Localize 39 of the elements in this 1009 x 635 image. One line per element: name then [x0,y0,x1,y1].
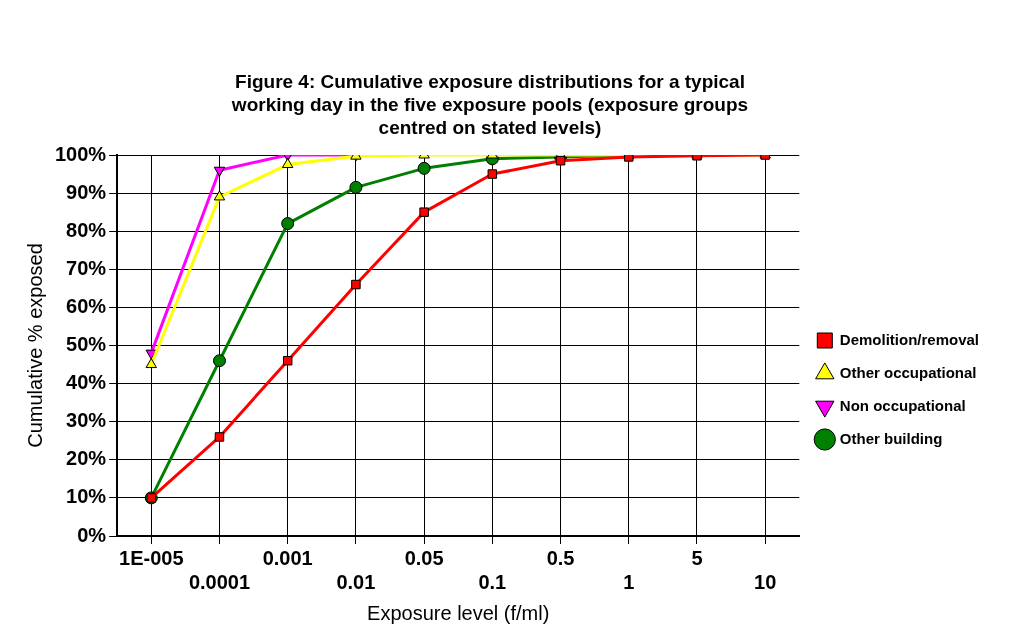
point [282,356,293,366]
x-tick-label: 0.001 [262,546,313,569]
y-tick-label: 100% [55,142,107,165]
point [214,432,225,442]
point [349,180,363,194]
point [213,166,226,177]
y-tick-label: 20% [66,447,107,470]
x-tick-label: 1 [623,570,635,593]
legend-label: Other occupational [839,363,977,381]
y-tick-label: 70% [66,256,107,279]
y-tick-label: 0% [77,523,107,546]
y-tick-label: 30% [66,409,107,432]
point [487,169,498,179]
point [145,358,157,369]
y-axis-title: Cumulative % exposed [23,243,46,448]
x-tick-label: 10 [754,570,777,593]
y-tick-label: 10% [66,485,107,508]
legend-label: Non occupational [839,396,966,414]
x-tick-label: 0.1 [478,570,507,593]
y-tick-label: 90% [66,180,107,203]
x-tick-label: 0.01 [336,570,376,593]
x-axis-title: Exposure level (f/ml) [367,601,550,624]
point [281,217,295,231]
legend-label: Demolition/removal [839,330,980,348]
y-tick-label: 60% [66,294,107,317]
y-tick-label: 50% [66,333,107,356]
x-tick-label: 1E-005 [119,546,184,569]
x-tick-label: 5 [691,546,703,569]
point [212,354,226,368]
point [417,161,431,175]
x-tick-label: 0.5 [546,546,575,569]
legend-label: Other building [839,429,943,447]
chart-title: Figure 4: Cumulative exposure distributions for a typical working day in the five exposure pools (exposure groups centred on stated levels) [230,70,750,139]
x-tick-label: 0.05 [404,546,444,569]
y-tick-label: 80% [66,218,107,241]
y-tick-label: 40% [66,371,107,394]
point [419,207,429,217]
x-tick-label: 0.0001 [188,570,251,593]
point [351,279,361,290]
